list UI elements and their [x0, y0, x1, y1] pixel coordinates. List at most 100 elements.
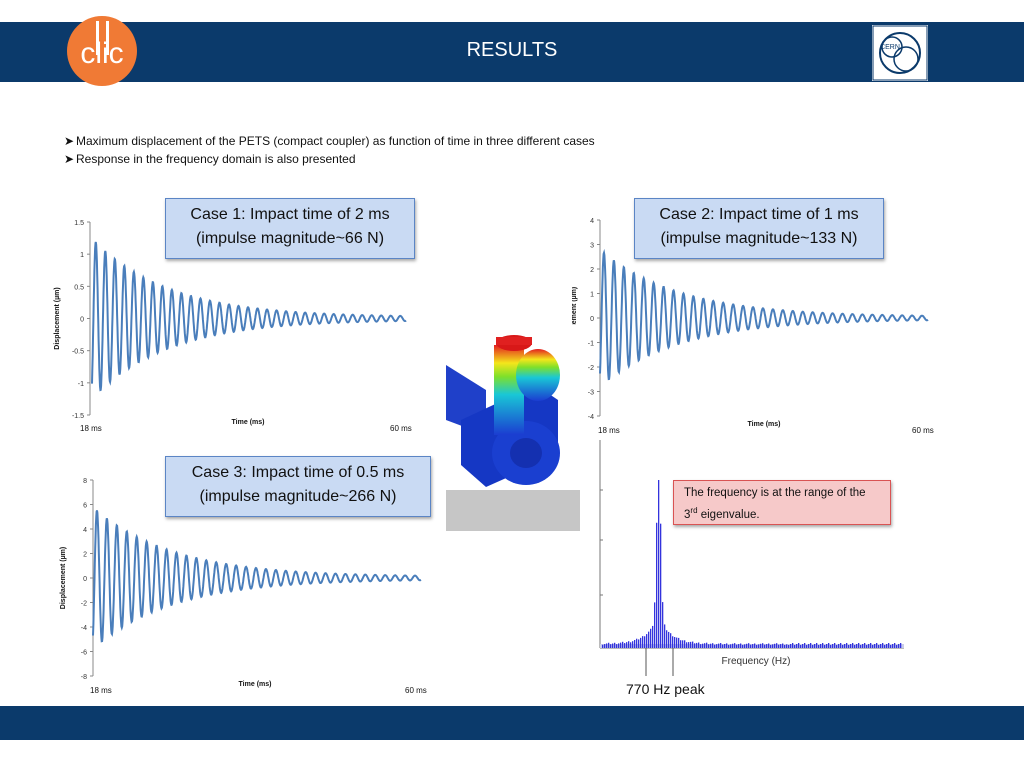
spectrum-bar: [862, 644, 864, 648]
arrow-bullet-icon: ➤: [64, 152, 75, 166]
svg-text:CERN: CERN: [880, 44, 900, 51]
bullet-item: ➤ Response in the frequency domain is als…: [64, 150, 595, 168]
y-tick-label: 2: [83, 552, 87, 559]
x-axis-label: Time (ms): [748, 421, 781, 428]
spectrum-bar: [774, 643, 776, 648]
y-tick-label: -4: [588, 414, 594, 421]
spectrum-bar: [882, 643, 884, 648]
spectrum-bar: [628, 641, 630, 648]
spectrum-bar: [700, 644, 702, 648]
spectrum-bar: [864, 643, 866, 648]
spectrum-bar: [744, 644, 746, 648]
spectrum-bar: [726, 643, 728, 648]
spectrum-bar: [656, 522, 658, 648]
spectrum-bar: [846, 643, 848, 648]
x-tick-label-start: 18 ms: [90, 686, 112, 695]
case1-title: Case 1: Impact time of 2 ms: [190, 206, 390, 223]
y-axis-label: Displacement (µm): [60, 547, 67, 609]
case3-title: Case 3: Impact time of 0.5 ms: [191, 464, 405, 481]
case2-title: Case 2: Impact time of 1 ms: [659, 206, 859, 223]
spectrum-bar: [876, 643, 878, 648]
spectrum-bar: [850, 644, 852, 648]
spectrum-bar: [842, 645, 844, 648]
spectrum-bar: [830, 645, 832, 648]
spectrum-bar: [808, 644, 810, 648]
bullet-list: ➤ Maximum displacement of the PETS (compa…: [64, 132, 595, 168]
case2-label-box: Case 2: Impact time of 1 ms (impulse mag…: [634, 198, 884, 259]
spectrum-bar: [722, 644, 724, 648]
y-tick-label: -0.5: [72, 349, 84, 356]
y-tick-label: -3: [588, 390, 594, 397]
spectrum-bar: [798, 643, 800, 648]
spectrum-bar: [708, 644, 710, 648]
spectrum-bar: [764, 644, 766, 648]
spectrum-bar: [696, 642, 698, 648]
spectrum-bar: [802, 644, 804, 648]
x-axis-label: Time (ms): [232, 419, 265, 426]
spectrum-bar: [660, 523, 662, 648]
clic-logo: clic: [67, 16, 137, 86]
pets-fem-model-image: [446, 325, 580, 531]
y-tick-label: 0: [83, 576, 87, 583]
spectrum-bar: [626, 642, 628, 648]
spectrum-bar: [816, 643, 818, 648]
spectrum-bar: [634, 640, 636, 648]
x-tick-label-start: 18 ms: [80, 424, 102, 433]
case3-displacement-chart: 8 6 4 2 0 -2 -4 -6 -8 Displacement (µm) 18 ms 60 ms…: [60, 478, 427, 695]
spectrum-bar: [822, 643, 824, 648]
spectrum-bar: [880, 644, 882, 648]
spectrum-bar: [716, 644, 718, 648]
bullet-text: Response in the frequency domain is also…: [76, 152, 356, 166]
spectrum-bar: [666, 630, 668, 648]
spectrum-bar: [766, 644, 768, 648]
frequency-note-text: The frequency is at the range of the 3: [684, 487, 866, 521]
spectrum-bar: [640, 637, 642, 648]
bullet-text: Maximum displacement of the PETS (compac…: [76, 134, 595, 148]
spectrum-bar: [718, 643, 720, 648]
y-tick-label: 1: [80, 252, 84, 259]
spectrum-bar: [624, 643, 626, 648]
spectrum-bar: [756, 644, 758, 648]
bullet-item: ➤ Maximum displacement of the PETS (compa…: [64, 132, 595, 150]
spectrum-bar: [636, 638, 638, 648]
spectrum-bar: [772, 644, 774, 648]
spectrum-bar: [706, 642, 708, 648]
spectrum-bar: [884, 645, 886, 648]
spectrum-bar: [616, 644, 618, 648]
spectrum-bar: [750, 644, 752, 648]
spectrum-bar: [604, 644, 606, 648]
case2-displacement-chart: 4 3 2 1 0 -1 -2 -3 -4 Displacement (µm) 18 ms 60 ms…: [572, 218, 934, 435]
spectrum-bar: [678, 637, 680, 648]
spectrum-bar: [768, 643, 770, 648]
spectrum-bar: [676, 637, 678, 648]
spectrum-bar: [782, 643, 784, 648]
spectrum-bar: [662, 602, 664, 648]
spectrum-bar: [872, 645, 874, 648]
spectrum-bar: [886, 644, 888, 648]
frequency-note-sup: rd: [690, 506, 698, 515]
spectrum-bar: [720, 643, 722, 648]
spectrum-bar: [836, 645, 838, 648]
spectrum-bar: [760, 643, 762, 648]
y-tick-label: 3: [590, 243, 594, 250]
spectrum-bar: [630, 642, 632, 648]
spectrum-bar: [832, 644, 834, 648]
spectrum-bar: [644, 636, 646, 648]
spectrum-bar: [754, 643, 756, 648]
spectrum-bar: [838, 644, 840, 648]
spectrum-bar: [646, 634, 648, 648]
spectrum-bar: [860, 645, 862, 648]
y-tick-label: -1: [588, 341, 594, 348]
spectrum-bar: [796, 644, 798, 648]
header-bar: [0, 22, 1024, 82]
spectrum-bar: [778, 644, 780, 648]
spectrum-bar: [650, 628, 652, 648]
spectrum-bar: [728, 644, 730, 648]
y-tick-label: -2: [81, 601, 87, 608]
spectrum-bar: [674, 637, 676, 648]
spectrum-bar: [732, 643, 734, 648]
spectrum-bar: [852, 643, 854, 648]
spectrum-bar: [874, 644, 876, 648]
spectrum-bar: [828, 643, 830, 648]
spectrum-bar: [602, 644, 604, 648]
